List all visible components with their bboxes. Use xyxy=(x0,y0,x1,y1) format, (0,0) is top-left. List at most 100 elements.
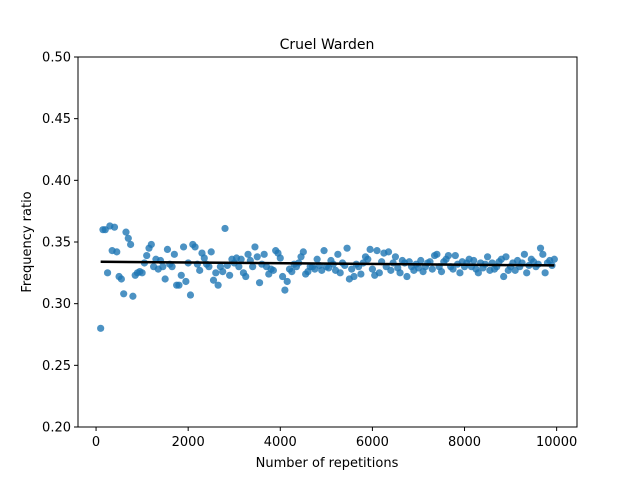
data-point xyxy=(350,272,358,281)
data-point xyxy=(255,279,264,287)
data-point xyxy=(126,240,135,249)
data-point xyxy=(207,248,215,256)
data-point xyxy=(357,270,365,278)
data-point xyxy=(299,248,307,256)
data-point xyxy=(334,250,342,258)
data-point xyxy=(336,269,344,277)
plot-frame xyxy=(77,56,578,428)
data-point xyxy=(396,269,404,277)
data-point xyxy=(161,275,169,283)
data-point xyxy=(269,266,277,274)
data-point xyxy=(143,251,151,260)
data-point xyxy=(403,272,411,281)
data-point xyxy=(364,255,372,263)
data-point xyxy=(523,269,531,277)
data-point xyxy=(437,268,446,276)
data-point xyxy=(278,272,287,281)
x-tick-label: 0 xyxy=(92,435,100,450)
data-point xyxy=(449,265,457,273)
data-point xyxy=(179,243,188,251)
data-point xyxy=(200,254,208,262)
y-axis-label: Frequency ratio xyxy=(20,191,35,292)
data-point xyxy=(474,269,482,277)
y-tick-label: 0.45 xyxy=(42,112,71,127)
data-point xyxy=(196,266,204,274)
data-point xyxy=(182,277,190,286)
data-point xyxy=(391,253,400,261)
x-tick-label: 6000 xyxy=(356,435,389,450)
data-point xyxy=(283,277,291,286)
data-point xyxy=(122,228,130,236)
data-point xyxy=(470,256,478,265)
data-point xyxy=(219,268,227,276)
data-point xyxy=(444,251,453,260)
data-point xyxy=(242,272,250,281)
data-point xyxy=(451,251,459,260)
y-tick-label: 0.25 xyxy=(42,359,71,374)
data-point xyxy=(168,263,176,271)
y-tick-label: 0.50 xyxy=(42,51,71,66)
x-tick-label: 8000 xyxy=(448,435,481,450)
data-point xyxy=(348,265,356,273)
data-point xyxy=(251,243,259,251)
data-point xyxy=(366,245,374,253)
data-point xyxy=(456,269,464,277)
x-tick-label: 10000 xyxy=(536,435,577,450)
data-point xyxy=(536,244,545,252)
data-point xyxy=(288,268,296,276)
data-point xyxy=(433,250,441,258)
data-point xyxy=(221,224,229,233)
data-point xyxy=(159,263,167,271)
chart-title: Cruel Warden xyxy=(280,37,375,53)
data-point xyxy=(186,291,195,299)
data-point xyxy=(170,250,178,258)
data-point xyxy=(368,265,377,273)
data-point xyxy=(373,247,381,255)
data-point xyxy=(249,263,257,271)
data-point xyxy=(177,271,185,279)
data-point xyxy=(110,223,119,231)
data-point xyxy=(97,324,105,332)
data-point xyxy=(387,266,395,274)
data-point xyxy=(520,250,529,258)
data-point xyxy=(375,269,383,277)
data-point xyxy=(124,234,132,242)
data-point xyxy=(129,292,137,300)
data-point xyxy=(384,248,393,256)
x-axis-label: Number of repetitions xyxy=(256,456,399,471)
data-point xyxy=(320,247,328,255)
data-point xyxy=(205,263,213,271)
data-point xyxy=(113,248,121,256)
data-point xyxy=(237,255,245,263)
data-point xyxy=(550,255,558,263)
data-point xyxy=(209,276,218,284)
data-point xyxy=(483,253,492,261)
x-tick-label: 4000 xyxy=(264,435,297,450)
data-point xyxy=(539,250,547,258)
data-point xyxy=(500,272,508,281)
data-point xyxy=(147,240,155,249)
data-point xyxy=(417,256,425,265)
data-point xyxy=(175,281,183,289)
data-point xyxy=(212,269,220,277)
regression-line xyxy=(100,260,555,267)
data-point xyxy=(226,271,234,279)
data-point xyxy=(235,263,243,271)
data-point xyxy=(281,286,289,294)
data-point xyxy=(120,290,128,298)
x-tick-label: 2000 xyxy=(172,435,205,450)
data-point xyxy=(253,253,261,261)
data-point xyxy=(276,254,284,262)
data-point xyxy=(138,269,146,277)
y-tick-label: 0.30 xyxy=(42,297,71,312)
y-tick-label: 0.20 xyxy=(42,421,71,436)
data-point xyxy=(343,244,351,252)
data-point xyxy=(163,245,172,253)
y-tick-label: 0.40 xyxy=(42,174,71,189)
y-tick-label: 0.35 xyxy=(42,236,71,251)
data-point xyxy=(117,275,125,283)
data-point xyxy=(244,250,252,258)
data-point xyxy=(502,253,510,261)
